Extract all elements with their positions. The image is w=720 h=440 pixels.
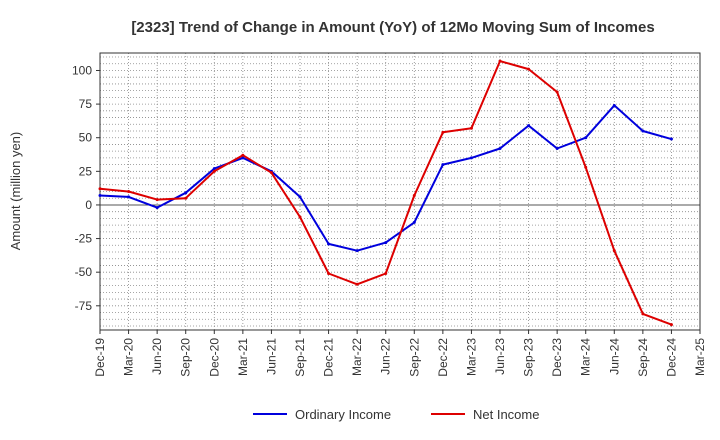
x-tick-label: Jun-23 — [493, 338, 507, 375]
y-tick-labels: 100 75 50 25 0 -25 -50 -75 — [72, 63, 100, 313]
x-tick-label: Jun-21 — [264, 338, 278, 375]
data-point — [555, 90, 559, 94]
x-tick-label: Mar-24 — [579, 338, 593, 376]
data-point — [355, 249, 359, 253]
data-point — [527, 124, 531, 128]
data-point — [498, 146, 502, 150]
x-tick-label: Jun-24 — [607, 338, 621, 375]
data-point — [127, 195, 131, 199]
data-point — [641, 129, 645, 133]
x-tick-label: Dec-23 — [550, 338, 564, 377]
data-point — [384, 272, 388, 276]
series-lines — [98, 59, 673, 327]
data-point — [241, 153, 245, 157]
x-tick-label: Mar-23 — [464, 338, 478, 376]
y-tick-label: 100 — [72, 63, 92, 77]
data-point — [98, 187, 102, 191]
y-tick-label: -25 — [75, 232, 93, 246]
plot-area — [99, 52, 701, 331]
x-tick-label: Mar-22 — [350, 338, 364, 376]
data-point — [212, 169, 216, 173]
data-point — [584, 136, 588, 140]
x-tick-label: Sep-20 — [179, 338, 193, 377]
data-point — [327, 242, 331, 246]
data-point — [298, 215, 302, 219]
data-point — [669, 137, 673, 141]
data-point — [127, 190, 131, 193]
data-point — [527, 67, 531, 71]
x-tick-label: Dec-21 — [322, 338, 336, 377]
x-tick-label: Dec-19 — [93, 338, 107, 377]
y-tick-label: 0 — [85, 198, 92, 212]
y-tick-label: 25 — [79, 164, 93, 178]
data-point — [355, 282, 359, 286]
data-point — [327, 272, 331, 276]
data-point — [669, 323, 673, 327]
y-tick-label: 75 — [79, 97, 93, 111]
data-point — [641, 312, 645, 316]
x-tick-label: Mar-21 — [236, 338, 250, 376]
legend: Ordinary Income Net Income — [253, 407, 539, 422]
x-tick-label: Dec-24 — [664, 338, 678, 377]
data-point — [298, 195, 302, 199]
x-tick-label: Dec-20 — [207, 338, 221, 377]
legend-label: Net Income — [473, 407, 539, 422]
data-point — [612, 249, 616, 253]
data-point — [241, 156, 245, 160]
x-tick-label: Sep-22 — [407, 338, 421, 377]
data-point — [498, 59, 502, 63]
y-axis-label: Amount (million yen) — [8, 132, 23, 251]
x-tick-label: Sep-24 — [636, 338, 650, 377]
data-point — [412, 194, 416, 198]
data-point — [269, 171, 273, 175]
x-tick-label: Dec-22 — [436, 338, 450, 377]
x-tick-label: Mar-20 — [122, 338, 136, 376]
data-point — [212, 167, 216, 171]
y-tick-label: -75 — [75, 299, 93, 313]
data-point — [612, 103, 616, 107]
y-tick-label: 50 — [79, 131, 93, 145]
data-point — [184, 196, 188, 200]
x-tick-label: Jun-20 — [150, 338, 164, 375]
data-point — [184, 191, 188, 195]
data-point — [412, 220, 416, 224]
data-point — [155, 198, 159, 202]
x-tick-label: Sep-23 — [522, 338, 536, 377]
data-point — [469, 156, 473, 160]
data-point — [441, 130, 445, 134]
x-tick-label: Sep-21 — [293, 338, 307, 377]
chart-title: [2323] Trend of Change in Amount (YoY) o… — [131, 19, 654, 36]
legend-label: Ordinary Income — [295, 407, 391, 422]
data-point — [384, 241, 388, 245]
data-point — [555, 146, 559, 150]
data-point — [155, 206, 159, 210]
data-point — [441, 163, 445, 167]
data-point — [469, 126, 473, 130]
x-tick-label: Mar-25 — [693, 338, 707, 376]
data-point — [584, 165, 588, 169]
data-point — [98, 194, 102, 198]
y-tick-label: -50 — [75, 265, 93, 279]
grid — [100, 53, 700, 330]
x-tick-labels: Dec-19 Mar-20 Jun-20 Sep-20 Dec-20 Mar-21 Jun-… — [93, 330, 707, 377]
x-tick-label: Jun-22 — [379, 338, 393, 375]
